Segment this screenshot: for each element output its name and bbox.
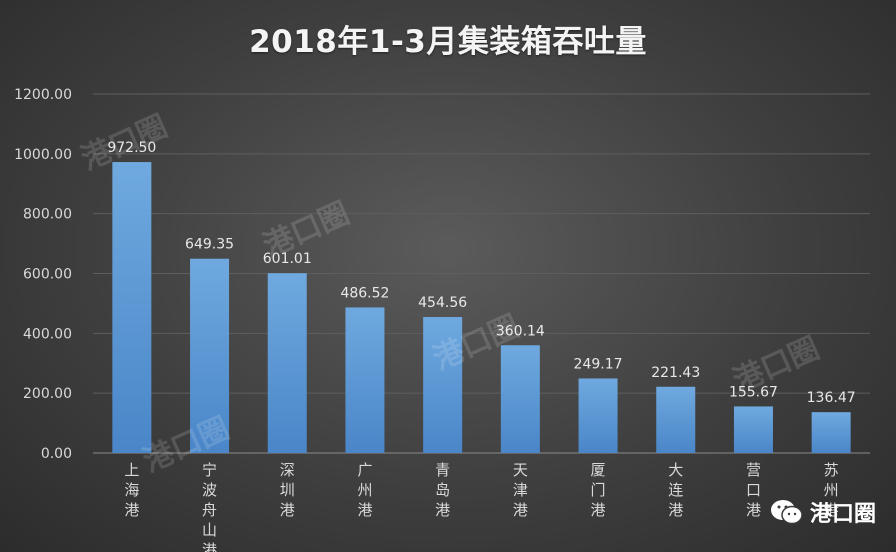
bar xyxy=(190,258,230,453)
data-label: 454.56 xyxy=(418,295,467,311)
bar xyxy=(423,317,463,453)
x-tick-label: 苏州港 xyxy=(824,461,839,519)
x-axis-tick-labels: 上海港 宁波舟山港 深圳港 广州港 青岛港 天津港 厦门港 大连港 营口港 苏州港 xyxy=(124,461,838,552)
y-tick-label: 600.00 xyxy=(23,267,72,283)
y-tick-label: 1200.00 xyxy=(14,87,72,103)
data-labels: 972.50 649.35 601.01 486.52 454.56 360.14 249.… xyxy=(107,140,855,406)
wechat-icon xyxy=(771,500,803,525)
bar xyxy=(656,386,696,453)
data-label: 972.50 xyxy=(107,140,156,156)
brand-badge: 港口圈 xyxy=(770,496,896,528)
y-tick-label: 400.00 xyxy=(23,326,72,342)
bar xyxy=(112,162,152,453)
bar xyxy=(500,345,540,453)
data-label: 249.17 xyxy=(574,356,623,372)
data-label: 486.52 xyxy=(340,285,389,301)
x-tick-label: 大连港 xyxy=(668,461,683,519)
x-tick-label: 青岛港 xyxy=(435,461,450,519)
y-tick-label: 1000.00 xyxy=(14,147,72,163)
bar xyxy=(578,378,618,453)
x-tick-label: 广州港 xyxy=(357,461,372,519)
bar xyxy=(345,307,385,453)
bars xyxy=(112,162,851,453)
y-tick-label: 0.00 xyxy=(41,446,72,462)
x-tick-label: 天津港 xyxy=(513,461,528,519)
y-tick-label: 200.00 xyxy=(23,386,72,402)
x-tick-label: 宁波舟山港 xyxy=(202,461,217,552)
brand-name: 港口圈 xyxy=(810,502,877,527)
x-tick-label: 厦门港 xyxy=(591,461,606,519)
bar xyxy=(733,406,773,453)
bar xyxy=(267,273,307,453)
data-label: 360.14 xyxy=(496,323,545,339)
chart-title: 2018年1-3月集装箱吞吐量 xyxy=(249,24,647,60)
bar xyxy=(811,412,851,453)
data-label: 601.01 xyxy=(263,251,312,267)
x-tick-label: 上海港 xyxy=(124,461,139,519)
data-label: 136.47 xyxy=(807,390,856,406)
data-label: 649.35 xyxy=(185,237,234,253)
data-label: 221.43 xyxy=(651,365,700,381)
x-tick-label: 深圳港 xyxy=(280,461,295,519)
y-axis-tick-labels: 0.00 200.00 400.00 600.00 800.00 1000.00 1200.… xyxy=(14,87,72,462)
data-label: 155.67 xyxy=(729,384,778,400)
y-tick-label: 800.00 xyxy=(23,207,72,223)
x-tick-label: 营口港 xyxy=(746,461,761,519)
